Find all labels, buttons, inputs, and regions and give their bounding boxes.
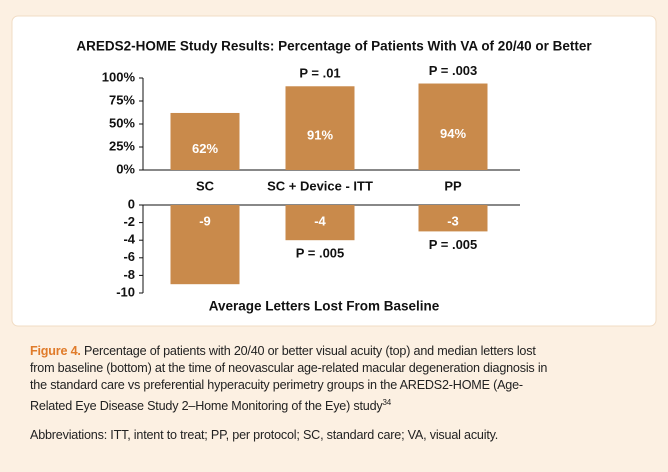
y-tick-label: -10 xyxy=(116,284,135,299)
caption-label: Figure 4. xyxy=(30,344,81,358)
bar xyxy=(170,112,240,170)
value-label: -3 xyxy=(447,213,459,228)
y-tick-label: 100% xyxy=(102,69,136,84)
x-tick-label: SC xyxy=(196,178,215,193)
annotation: P = .01 xyxy=(299,66,340,81)
annotation: P = .003 xyxy=(429,63,478,78)
caption-reference: 34 xyxy=(382,398,392,407)
y-tick-label: 0 xyxy=(128,196,135,211)
bar xyxy=(418,205,488,232)
y-tick-label: 75% xyxy=(109,92,135,107)
y-tick-label: -6 xyxy=(123,249,135,264)
value-label: 62% xyxy=(192,141,218,156)
y-tick-label: -4 xyxy=(123,232,135,247)
abbreviations: Abbreviations: ITT, intent to treat; PP,… xyxy=(30,428,499,442)
bar xyxy=(285,205,355,241)
y-tick-label: -2 xyxy=(123,214,135,229)
y-tick-label: 50% xyxy=(109,115,135,130)
bar xyxy=(170,205,240,285)
value-label: -9 xyxy=(199,213,211,228)
value-label: 91% xyxy=(307,128,333,143)
value-label: -4 xyxy=(314,213,326,228)
chart-panel xyxy=(11,15,657,327)
x-axis-title: Average Letters Lost From Baseline xyxy=(209,299,440,314)
x-tick-label: SC + Device - ITT xyxy=(267,178,373,193)
annotation: P = .005 xyxy=(296,246,345,261)
y-tick-label: 0% xyxy=(116,161,135,176)
value-label: 94% xyxy=(440,126,466,141)
y-tick-label: 25% xyxy=(109,138,135,153)
caption-text: Percentage of patients with 20/40 or bet… xyxy=(30,344,548,414)
chart-title: AREDS2-HOME Study Results: Percentage of… xyxy=(76,39,592,54)
caption: Figure 4. Percentage of patients with 20… xyxy=(30,343,550,415)
bar xyxy=(285,86,355,170)
x-tick-label: PP xyxy=(444,178,462,193)
y-tick-label: -8 xyxy=(123,267,135,282)
bar xyxy=(418,83,488,170)
annotation: P = .005 xyxy=(429,237,478,252)
